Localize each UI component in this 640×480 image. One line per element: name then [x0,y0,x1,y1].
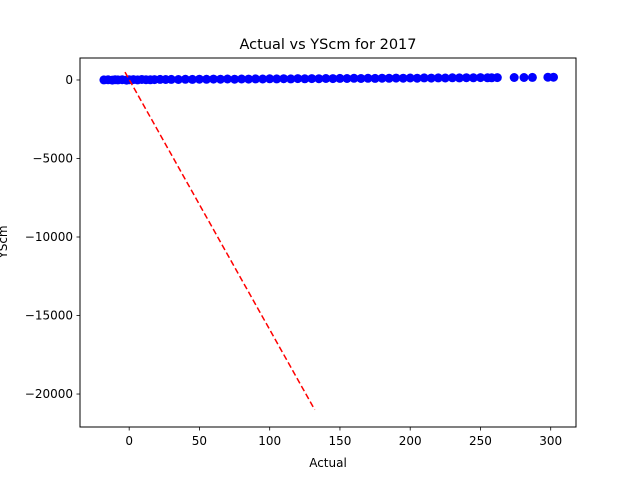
data-point [461,73,471,83]
data-point [492,73,502,83]
data-point [314,74,324,84]
data-point [202,74,211,84]
x-tick-label: 250 [469,434,492,448]
data-point [237,74,247,84]
data-point [279,74,289,84]
y-tick-label: −5000 [32,151,73,165]
y-tick-label: −20000 [25,387,73,401]
data-point [419,73,429,83]
data-point [349,73,359,83]
x-tick-label: 100 [258,434,281,448]
data-point [328,74,338,84]
y-axis: 0 −5000 −10000 −15000 −20000 [25,73,80,401]
data-point [173,75,183,84]
data-point [223,74,232,84]
data-point [300,74,310,84]
data-point [433,73,443,83]
data-point [356,74,366,83]
data-point [180,74,190,84]
data-point [307,74,317,84]
data-point [272,74,282,84]
y-axis-label: YScm [0,225,10,259]
data-point [293,74,303,84]
x-tick-label: 150 [328,434,351,448]
data-point [426,73,436,83]
data-point [335,73,345,83]
data-point [549,72,558,82]
data-point [370,73,380,83]
chart-title: Actual vs YScm for 2017 [240,37,417,53]
data-point [166,74,176,84]
data-point [405,73,415,83]
y-tick-label: −10000 [25,230,73,244]
data-point [230,74,240,84]
x-axis: 0 50 100 150 200 250 300 [125,427,562,448]
plot-frame [79,57,577,428]
data-point [440,73,450,83]
x-tick-label: 0 [125,434,133,448]
x-tick-label: 50 [192,434,207,448]
data-point [447,73,457,83]
data-point [216,74,225,84]
data-point [209,74,218,84]
data-point [476,73,485,83]
data-point [454,73,464,83]
data-point [342,74,352,83]
plot-content [99,71,558,411]
data-point [398,73,408,83]
x-tick-label: 200 [399,434,422,448]
data-point [265,74,275,84]
x-tick-label: 300 [539,434,562,448]
data-point [194,74,204,84]
data-point [519,73,529,82]
data-point [468,73,478,83]
data-point [363,73,373,83]
data-point [187,74,197,84]
data-point [258,74,268,84]
data-point [412,73,422,83]
data-point [384,73,394,83]
data-point [527,72,537,82]
data-point [509,73,519,82]
data-point [377,73,387,83]
data-point [244,74,254,84]
regression-line [124,71,316,411]
data-point [251,74,261,84]
y-tick-label: 0 [65,73,73,87]
data-point [391,73,401,83]
data-point [286,74,296,84]
x-axis-label: Actual [309,456,347,470]
y-tick-label: −15000 [25,309,73,323]
data-point [321,74,331,83]
